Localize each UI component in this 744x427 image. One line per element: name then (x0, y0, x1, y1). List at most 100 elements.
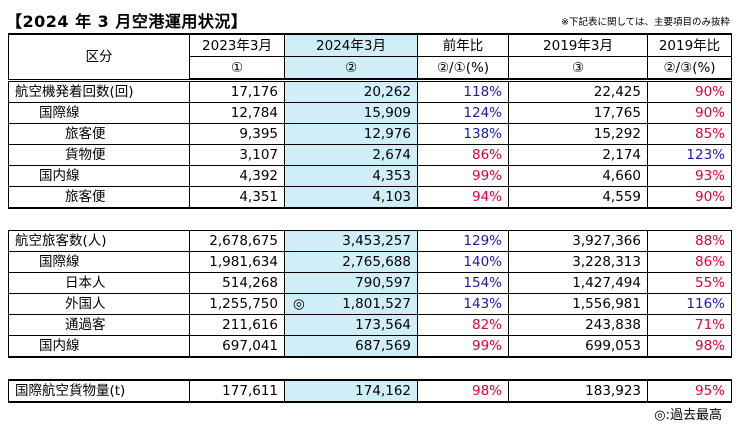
vs2019-ratio: 93% (647, 165, 732, 187)
value-2023: 12,784 (189, 102, 285, 124)
row-label: 外国人 (8, 293, 190, 315)
vs2019-ratio-text: 71% (694, 317, 725, 333)
row-label-text: 通過客 (65, 317, 106, 333)
yoy-ratio: 138% (417, 123, 509, 145)
yoy-ratio: 86% (417, 144, 509, 166)
value-2019-text: 17,765 (593, 105, 641, 121)
row-label: 国際線 (8, 251, 190, 273)
value-2019: 3,228,313 (508, 251, 648, 273)
value-2019-text: 22,425 (593, 84, 641, 100)
yoy-ratio-text: 129% (463, 233, 502, 249)
value-2019: 4,559 (508, 186, 648, 209)
vs2019-ratio: 123% (647, 144, 732, 166)
row-label-text: 国際航空貨物量(t) (15, 383, 126, 399)
value-2024-text: 174,162 (355, 383, 411, 399)
value-2024-text: 173,564 (355, 317, 411, 333)
value-2019: 22,425 (508, 81, 648, 103)
col-vs2019-header: 2019年比 (647, 33, 732, 57)
cargo-table: 国際航空貨物量(t) 177,611 174,162 98% 183,923 95% (8, 379, 732, 403)
row-label: 日本人 (8, 272, 190, 294)
yoy-ratio: 143% (417, 293, 509, 315)
yoy-ratio: 124% (417, 102, 509, 124)
table-row: 国際線 1,981,634 2,765,688 140% 3,228,313 86% (8, 251, 732, 273)
yoy-ratio-text: 99% (471, 338, 502, 354)
value-2019: 3,927,366 (508, 230, 648, 252)
vs2019-ratio-text: 90% (694, 189, 725, 205)
vs2019-ratio: 85% (647, 123, 732, 145)
yoy-ratio: 129% (417, 230, 509, 252)
value-2023-text: 1,255,750 (209, 296, 278, 312)
yoy-ratio: 99% (417, 335, 509, 358)
vs2019-ratio-text: 116% (686, 296, 725, 312)
vs2019-ratio: 90% (647, 186, 732, 209)
vs2019-ratio: 98% (647, 335, 732, 358)
row-label-text: 貨物便 (65, 147, 106, 163)
value-2023-text: 17,176 (230, 84, 278, 100)
value-2019-text: 3,228,313 (572, 254, 641, 270)
value-2023-text: 697,041 (222, 338, 278, 354)
value-2019-text: 1,556,981 (572, 296, 641, 312)
col-2019-header: 2019年3月 (508, 33, 648, 57)
yoy-ratio-text: 143% (463, 296, 502, 312)
row-label-text: 国際線 (39, 254, 80, 270)
row-label-text: 国際線 (39, 105, 80, 121)
row-label: 国内線 (8, 335, 190, 358)
yoy-ratio: 154% (417, 272, 509, 294)
value-2024-text: 790,597 (355, 275, 411, 291)
vs2019-ratio-text: 95% (694, 383, 725, 399)
row-label: 航空機発着回数(回) (8, 81, 190, 103)
col-yoy-sub: ②/①(%) (417, 56, 509, 80)
value-2024: 2,674 (284, 144, 418, 166)
row-label: 国際航空貨物量(t) (8, 379, 190, 403)
value-2024: 174,162 (284, 379, 418, 403)
value-2024-text: 12,976 (363, 126, 411, 142)
yoy-ratio-text: 154% (463, 275, 502, 291)
header-table: 区分 2023年3月 2024年3月 前年比 2019年3月 2019年比 ① … (8, 33, 732, 80)
value-2023-text: 514,268 (222, 275, 278, 291)
yoy-ratio: 82% (417, 314, 509, 336)
vs2019-ratio: 86% (647, 251, 732, 273)
row-label-text: 旅客便 (65, 126, 106, 142)
value-2024: 687,569 (284, 335, 418, 358)
table-row: 旅客便 4,351 4,103 94% 4,559 90% (8, 186, 732, 209)
excerpt-note: ※下記表に関しては、主要項目のみ抜粋 (561, 17, 730, 28)
category-header: 区分 (8, 33, 190, 80)
value-2024: 4,103 (284, 186, 418, 209)
value-2019-text: 2,174 (602, 147, 641, 163)
value-2019: 17,765 (508, 102, 648, 124)
value-2019-text: 183,923 (585, 383, 641, 399)
col-2023-header: 2023年3月 (189, 33, 285, 57)
table-row: 国際航空貨物量(t) 177,611 174,162 98% 183,923 95% (8, 379, 732, 403)
value-2023-text: 211,616 (222, 317, 278, 333)
vs2019-ratio-text: 98% (694, 338, 725, 354)
value-2019-text: 4,660 (602, 168, 641, 184)
yoy-ratio: 98% (417, 379, 509, 403)
value-2019-text: 4,559 (602, 189, 641, 205)
value-2024-text: 2,674 (372, 147, 411, 163)
yoy-ratio-text: 86% (471, 147, 502, 163)
passengers-table: 航空旅客数(人) 2,678,675 3,453,257 129% 3,927,366 8… (8, 230, 732, 358)
value-2024-text: 4,103 (372, 189, 411, 205)
vs2019-ratio-text: 90% (694, 84, 725, 100)
value-2023: 1,981,634 (189, 251, 285, 273)
value-2023-text: 9,395 (239, 126, 278, 142)
row-label: 国内線 (8, 165, 190, 187)
table-row: 航空機発着回数(回) 17,176 20,262 118% 22,425 90% (8, 81, 732, 103)
yoy-ratio: 118% (417, 81, 509, 103)
value-2019-text: 15,292 (593, 126, 641, 142)
yoy-ratio-text: 118% (463, 84, 502, 100)
vs2019-ratio-text: 85% (694, 126, 725, 142)
yoy-ratio: 140% (417, 251, 509, 273)
table-row: 貨物便 3,107 2,674 86% 2,174 123% (8, 144, 732, 166)
table-row: 国内線 4,392 4,353 99% 4,660 93% (8, 165, 732, 187)
value-2023-text: 177,611 (222, 383, 278, 399)
row-label: 旅客便 (8, 186, 190, 209)
value-2019-text: 3,927,366 (572, 233, 641, 249)
table-row: 日本人 514,268 790,597 154% 1,427,494 55% (8, 272, 732, 294)
table-row: 航空旅客数(人) 2,678,675 3,453,257 129% 3,927,366 8… (8, 230, 732, 252)
yoy-ratio-text: 138% (463, 126, 502, 142)
value-2019-text: 243,838 (585, 317, 641, 333)
value-2023-text: 2,678,675 (209, 233, 278, 249)
row-label: 貨物便 (8, 144, 190, 166)
